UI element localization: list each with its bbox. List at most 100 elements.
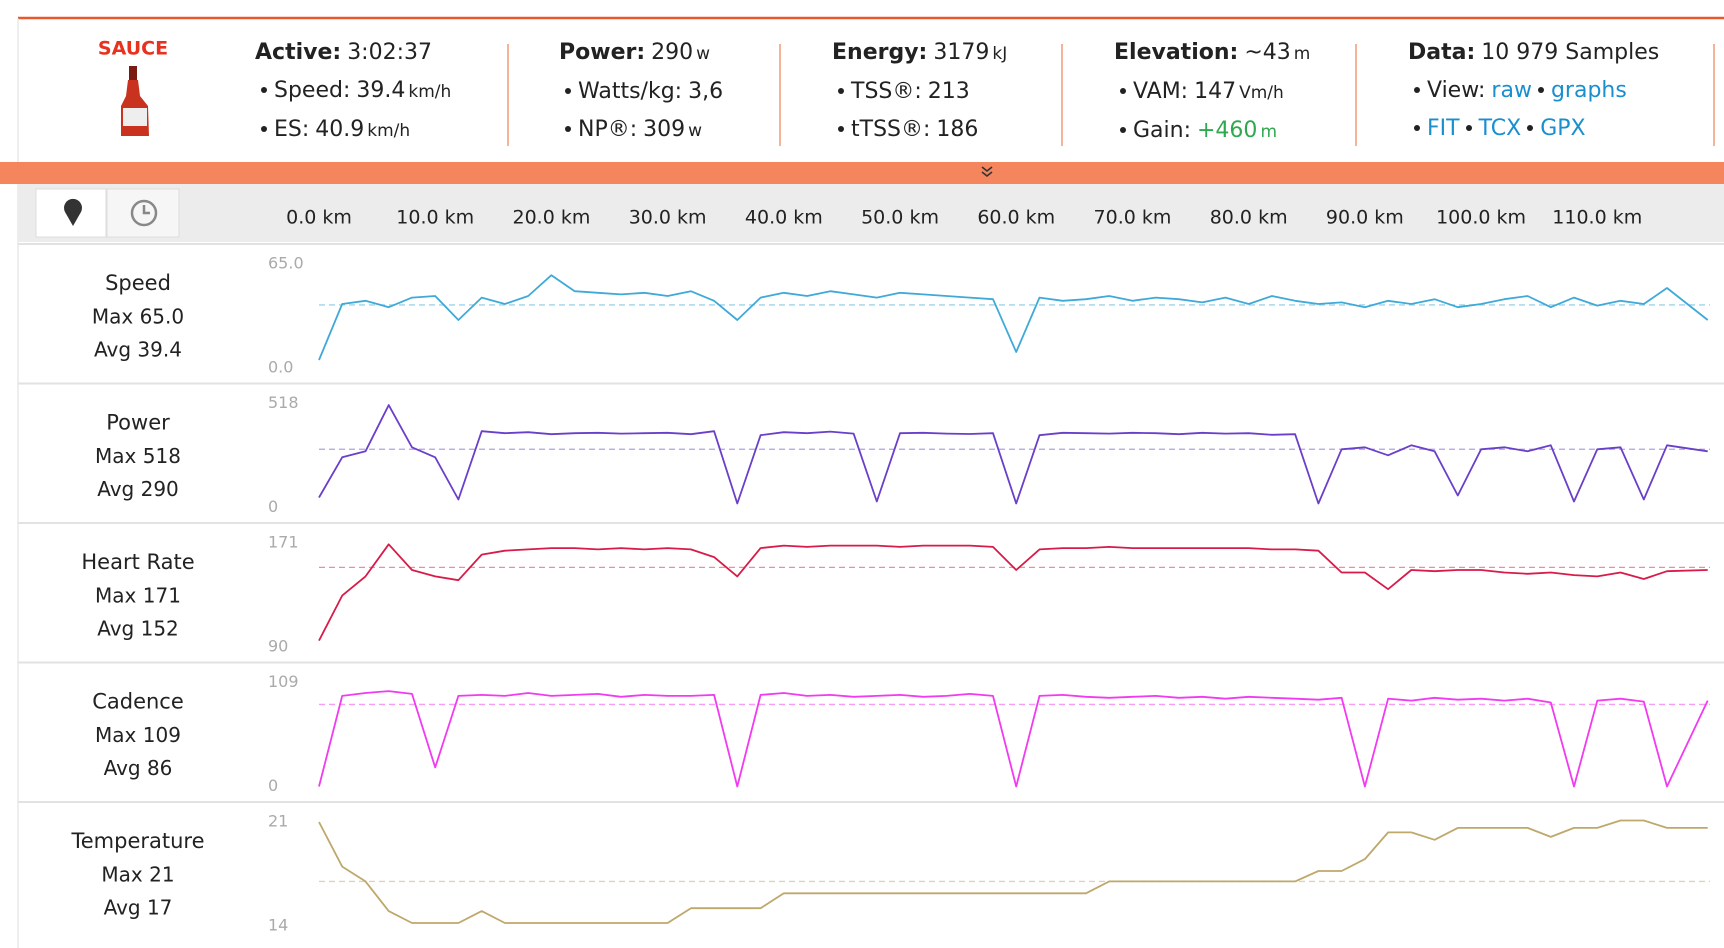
link[interactable]: FIT bbox=[1427, 116, 1460, 141]
stat-item: NP®: 309 w bbox=[559, 111, 723, 150]
stat-title: Elevation: ~43 m bbox=[1114, 34, 1310, 73]
stat-column: Energy: 3179 kJ TSS®: 213 tTSS®: 186 bbox=[832, 34, 1007, 149]
y-tick-label: 109 bbox=[268, 672, 299, 691]
stat-item: tTSS®: 186 bbox=[832, 111, 1007, 149]
stat-item: ES: 40.9 km/h bbox=[255, 111, 451, 150]
y-tick-label: 14 bbox=[268, 916, 288, 935]
data-line bbox=[318, 690, 1709, 788]
stat-label: VAM: bbox=[1133, 79, 1189, 104]
row-stat: Max 65.0 bbox=[92, 305, 184, 329]
bullet bbox=[838, 126, 844, 132]
stat-title-value: 290 bbox=[651, 40, 694, 65]
row-stat: Avg 39.4 bbox=[94, 338, 182, 362]
stat-value: 186 bbox=[936, 117, 979, 142]
row-title: Power bbox=[106, 411, 170, 435]
data-line bbox=[318, 819, 1708, 924]
x-tick-label: 30.0 km bbox=[629, 207, 707, 229]
stat-label: Gain: bbox=[1133, 118, 1191, 143]
x-tick-label: 50.0 km bbox=[861, 207, 939, 229]
link[interactable]: GPX bbox=[1540, 116, 1586, 141]
tab-row bbox=[18, 184, 1724, 242]
link[interactable]: raw bbox=[1491, 78, 1532, 103]
x-tick-label: 20.0 km bbox=[512, 207, 590, 229]
stat-title: Energy: 3179 kJ bbox=[832, 34, 1007, 73]
stat-column: Active: 3:02:37 Speed: 39.4 km/h ES: 40.9 km/h bbox=[255, 34, 451, 150]
stat-item: TSS®: 213 bbox=[832, 73, 1007, 111]
row-stat: Max 109 bbox=[95, 723, 181, 747]
stat-value: 213 bbox=[927, 79, 970, 104]
chevron bbox=[981, 166, 993, 178]
stat-value: 3,6 bbox=[688, 79, 724, 104]
stat-label: View: bbox=[1427, 78, 1486, 103]
y-tick-label: 0.0 bbox=[268, 358, 293, 377]
stat-item: VAM: 147 Vm/h bbox=[1114, 73, 1310, 112]
row-stat: Avg 152 bbox=[97, 617, 179, 641]
y-tick-label: 0 bbox=[268, 497, 278, 516]
x-tick-label: 40.0 km bbox=[745, 207, 823, 229]
data-line bbox=[318, 274, 1709, 361]
stat-item: Speed: 39.4 km/h bbox=[255, 72, 451, 111]
header-bg bbox=[18, 18, 1724, 162]
stat-column: Elevation: ~43 m VAM: 147 Vm/h Gain: +460 m bbox=[1114, 34, 1310, 151]
stat-title-value: ~43 bbox=[1244, 40, 1291, 65]
stat-unit: km/h bbox=[367, 121, 411, 141]
y-tick-label: 21 bbox=[268, 812, 288, 831]
stat-value: 40.9 bbox=[315, 117, 365, 142]
x-tick-label: 0.0 km bbox=[286, 207, 352, 229]
bullet bbox=[1537, 87, 1544, 93]
stat-column: Data: 10 979 Samples View: raw graphs FIT TCX G… bbox=[1408, 34, 1659, 148]
y-tick-label: 90 bbox=[268, 637, 288, 656]
stat-label: Speed: bbox=[274, 78, 351, 103]
bullet bbox=[1120, 127, 1126, 133]
row-title: Speed bbox=[105, 271, 171, 295]
stat-unit: m bbox=[1260, 122, 1277, 142]
stat-item: Gain: +460 m bbox=[1114, 112, 1310, 151]
stat-title-unit: w bbox=[696, 44, 711, 64]
stat-label: TSS®: bbox=[851, 79, 922, 104]
collapse-bar[interactable] bbox=[0, 162, 1724, 184]
x-tick-label: 70.0 km bbox=[1094, 207, 1172, 229]
stat-unit: w bbox=[688, 121, 703, 141]
y-tick-label: 171 bbox=[268, 533, 299, 552]
row-stat: Avg 17 bbox=[104, 896, 173, 920]
x-tick-label: 80.0 km bbox=[1210, 207, 1288, 229]
stat-title-label: Elevation: bbox=[1114, 40, 1239, 65]
stat-title-unit: m bbox=[1293, 44, 1311, 64]
stat-unit: km/h bbox=[408, 82, 452, 102]
data-line bbox=[318, 404, 1708, 505]
bullet bbox=[261, 87, 267, 93]
bullet bbox=[565, 126, 571, 132]
stat-value: 147 bbox=[1194, 79, 1237, 104]
link[interactable]: TCX bbox=[1478, 116, 1522, 141]
y-tick-label: 518 bbox=[268, 393, 299, 412]
clock-hands bbox=[142, 205, 150, 215]
stat-item: FIT TCX GPX bbox=[1408, 110, 1659, 148]
y-tick-label: 0 bbox=[268, 776, 278, 795]
row-stat: Avg 86 bbox=[104, 756, 173, 780]
stat-value: +460 bbox=[1197, 118, 1258, 143]
row-title: Temperature bbox=[70, 829, 204, 853]
stat-value: 39.4 bbox=[356, 78, 406, 103]
bullet bbox=[1120, 88, 1126, 94]
stat-title-unit: kJ bbox=[992, 44, 1008, 64]
x-tick-label: 10.0 km bbox=[396, 207, 474, 229]
row-title: Heart Rate bbox=[81, 550, 194, 574]
data-line bbox=[318, 543, 1708, 642]
row-stat: Max 518 bbox=[95, 444, 181, 468]
stat-label: Watts/kg: bbox=[578, 79, 683, 104]
stat-title-value: 3:02:37 bbox=[347, 40, 432, 65]
stat-title: Data: 10 979 Samples bbox=[1408, 34, 1659, 72]
logo-bottle bbox=[121, 66, 149, 136]
stat-item: View: raw graphs bbox=[1408, 72, 1659, 110]
stat-title-value: 3179 bbox=[933, 40, 990, 65]
bullet bbox=[838, 88, 844, 94]
stat-unit: Vm/h bbox=[1239, 83, 1284, 103]
row-stat: Max 21 bbox=[101, 863, 174, 887]
stat-item: Watts/kg: 3,6 bbox=[559, 73, 723, 111]
row-stat: Max 171 bbox=[95, 584, 181, 608]
stat-title-label: Data: bbox=[1408, 40, 1476, 65]
link[interactable]: graphs bbox=[1550, 78, 1627, 103]
stat-label: tTSS®: bbox=[851, 117, 931, 142]
